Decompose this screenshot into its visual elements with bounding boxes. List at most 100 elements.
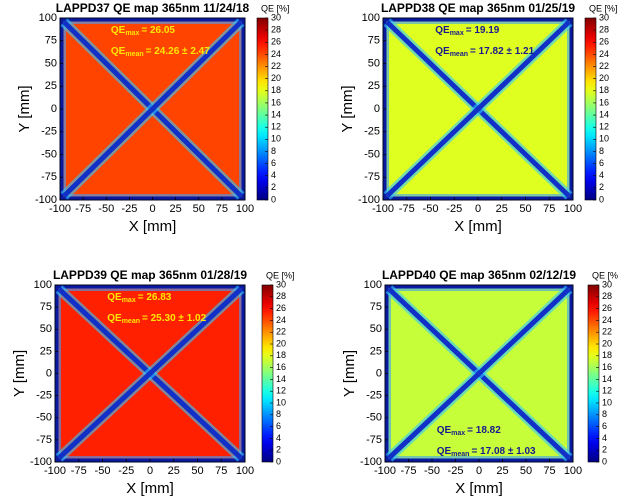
y-tick-label: 50: [45, 57, 57, 69]
colorbar-tick-label: 24: [599, 49, 609, 59]
x-tick-label: 50: [519, 203, 531, 215]
y-tick-label: -25: [364, 126, 380, 138]
colorbar: [584, 17, 597, 201]
colorbar-tick-label: 16: [276, 362, 286, 372]
colorbar-tick-label: 2: [599, 182, 604, 192]
annotation: QEmax = 26.05: [111, 25, 176, 37]
y-tick-label: -100: [360, 456, 382, 468]
annotation-symbol: QE: [435, 46, 450, 57]
y-tick-label: 25: [370, 345, 382, 357]
annotation: QEmax = 26.83: [107, 292, 172, 304]
y-tick-label: 0: [51, 103, 57, 115]
colorbar-tick-label: 22: [599, 61, 609, 71]
y-tick-label: 0: [46, 367, 52, 379]
x-tick-label: -75: [75, 203, 91, 215]
colorbar-tick-label: 0: [276, 456, 281, 466]
chart-title: LAPPD37 QE map 365nm 11/24/18: [56, 1, 250, 15]
annotation-value: = 17.82 ± 1.21: [470, 46, 535, 57]
colorbar-tick-label: 26: [599, 37, 609, 47]
x-tick-label: -75: [71, 465, 87, 477]
colorbar-tick-label: 30: [599, 12, 609, 22]
x-tick-label: 75: [215, 465, 227, 477]
colorbar-tick-label: 12: [599, 122, 609, 132]
colorbar-tick-label: 8: [599, 146, 604, 156]
annotation-symbol: QE: [107, 313, 122, 324]
colorbar-label: QE [%]: [266, 270, 295, 280]
annotation-subscript: mean: [125, 51, 143, 58]
x-tick-label: -100: [374, 465, 396, 477]
strip: [57, 287, 243, 460]
colorbar-tick-label: 6: [602, 421, 607, 431]
annotation: QEmean = 25.30 ± 1.02: [107, 313, 206, 325]
annotation: QEmax = 19.19: [435, 25, 500, 37]
y-tick-label: 100: [362, 12, 380, 24]
colorbar-tick-label: 12: [271, 122, 281, 132]
colorbar-tick-label: 28: [271, 25, 281, 35]
annotation-value: = 25.30 ± 1.02: [142, 313, 207, 324]
annotation-subscript: max: [450, 30, 464, 37]
x-tick-label: 100: [236, 203, 254, 215]
colorbar-tick-label: 14: [602, 374, 612, 384]
colorbar-tick-label: 28: [599, 25, 609, 35]
colorbar-tick-label: 10: [276, 397, 286, 407]
y-tick-label: -50: [366, 412, 382, 424]
colorbar-tick-label: 22: [276, 327, 286, 337]
colorbar-tick-label: 18: [276, 350, 286, 360]
x-axis-label: X [mm]: [455, 480, 503, 497]
x-tick-label: 25: [168, 465, 180, 477]
annotation: QEmean = 17.82 ± 1.21: [435, 46, 534, 58]
y-tick-label: -75: [36, 434, 52, 446]
x-tick-label: -100: [372, 203, 394, 215]
x-axis-label: X [mm]: [129, 218, 177, 235]
y-tick-label: -50: [36, 412, 52, 424]
annotation-subscript: max: [122, 297, 136, 304]
strip: [385, 20, 571, 198]
x-tick-label: -75: [401, 465, 417, 477]
colorbar-tick-label: 30: [271, 12, 281, 22]
y-tick-label: -100: [30, 456, 52, 468]
colorbar-tick-label: 4: [276, 433, 281, 443]
strip: [62, 20, 243, 198]
annotation-subscript: mean: [451, 451, 469, 458]
x-tick-label: 100: [564, 465, 582, 477]
colorbar-tick-label: 4: [599, 170, 604, 180]
x-tick-label: 50: [193, 203, 205, 215]
x-tick-label: -50: [98, 203, 114, 215]
annotation-value: = 24.26 ± 2.47: [146, 46, 211, 57]
x-tick-label: 100: [564, 203, 582, 215]
annotation-subscript: mean: [450, 51, 468, 58]
x-tick-label: -25: [121, 203, 137, 215]
annotation-symbol: QE: [437, 425, 452, 436]
annotation-symbol: QE: [111, 46, 126, 57]
y-tick-label: 0: [376, 367, 382, 379]
colorbar-tick-label: 22: [602, 327, 612, 337]
colorbar-tick-label: 14: [599, 109, 609, 119]
annotation: QEmean = 17.08 ± 1.03: [437, 446, 536, 458]
colorbar-tick-label: 0: [599, 194, 604, 204]
y-tick-label: -50: [41, 148, 57, 160]
colorbar-tick-label: 6: [271, 158, 276, 168]
y-tick-label: 0: [374, 103, 380, 115]
colorbar-tick-label: 26: [276, 303, 286, 313]
y-axis-label: Y [mm]: [11, 350, 28, 397]
colorbar-tick-label: 18: [599, 85, 609, 95]
y-tick-label: 75: [368, 35, 380, 47]
colorbar-tick-label: 0: [271, 194, 276, 204]
colorbar-tick-label: 10: [599, 134, 609, 144]
annotation-subscript: mean: [122, 318, 140, 325]
annotation-value: = 26.05: [141, 25, 175, 36]
colorbar: [587, 284, 600, 463]
x-tick-label: 0: [149, 203, 155, 215]
chart-title: LAPPD40 QE map 365nm 02/12/19: [382, 268, 576, 282]
strip: [387, 287, 571, 460]
y-tick-label: -75: [364, 171, 380, 183]
colorbar-tick-label: 20: [271, 73, 281, 83]
colorbar-tick-label: 8: [602, 409, 607, 419]
colorbar-tick-label: 2: [276, 445, 281, 455]
y-tick-label: 25: [368, 80, 380, 92]
colorbar-tick-label: 14: [276, 374, 286, 384]
y-tick-label: 25: [45, 80, 57, 92]
annotation-value: = 17.08 ± 1.03: [471, 446, 536, 457]
x-tick-label: -25: [118, 465, 134, 477]
